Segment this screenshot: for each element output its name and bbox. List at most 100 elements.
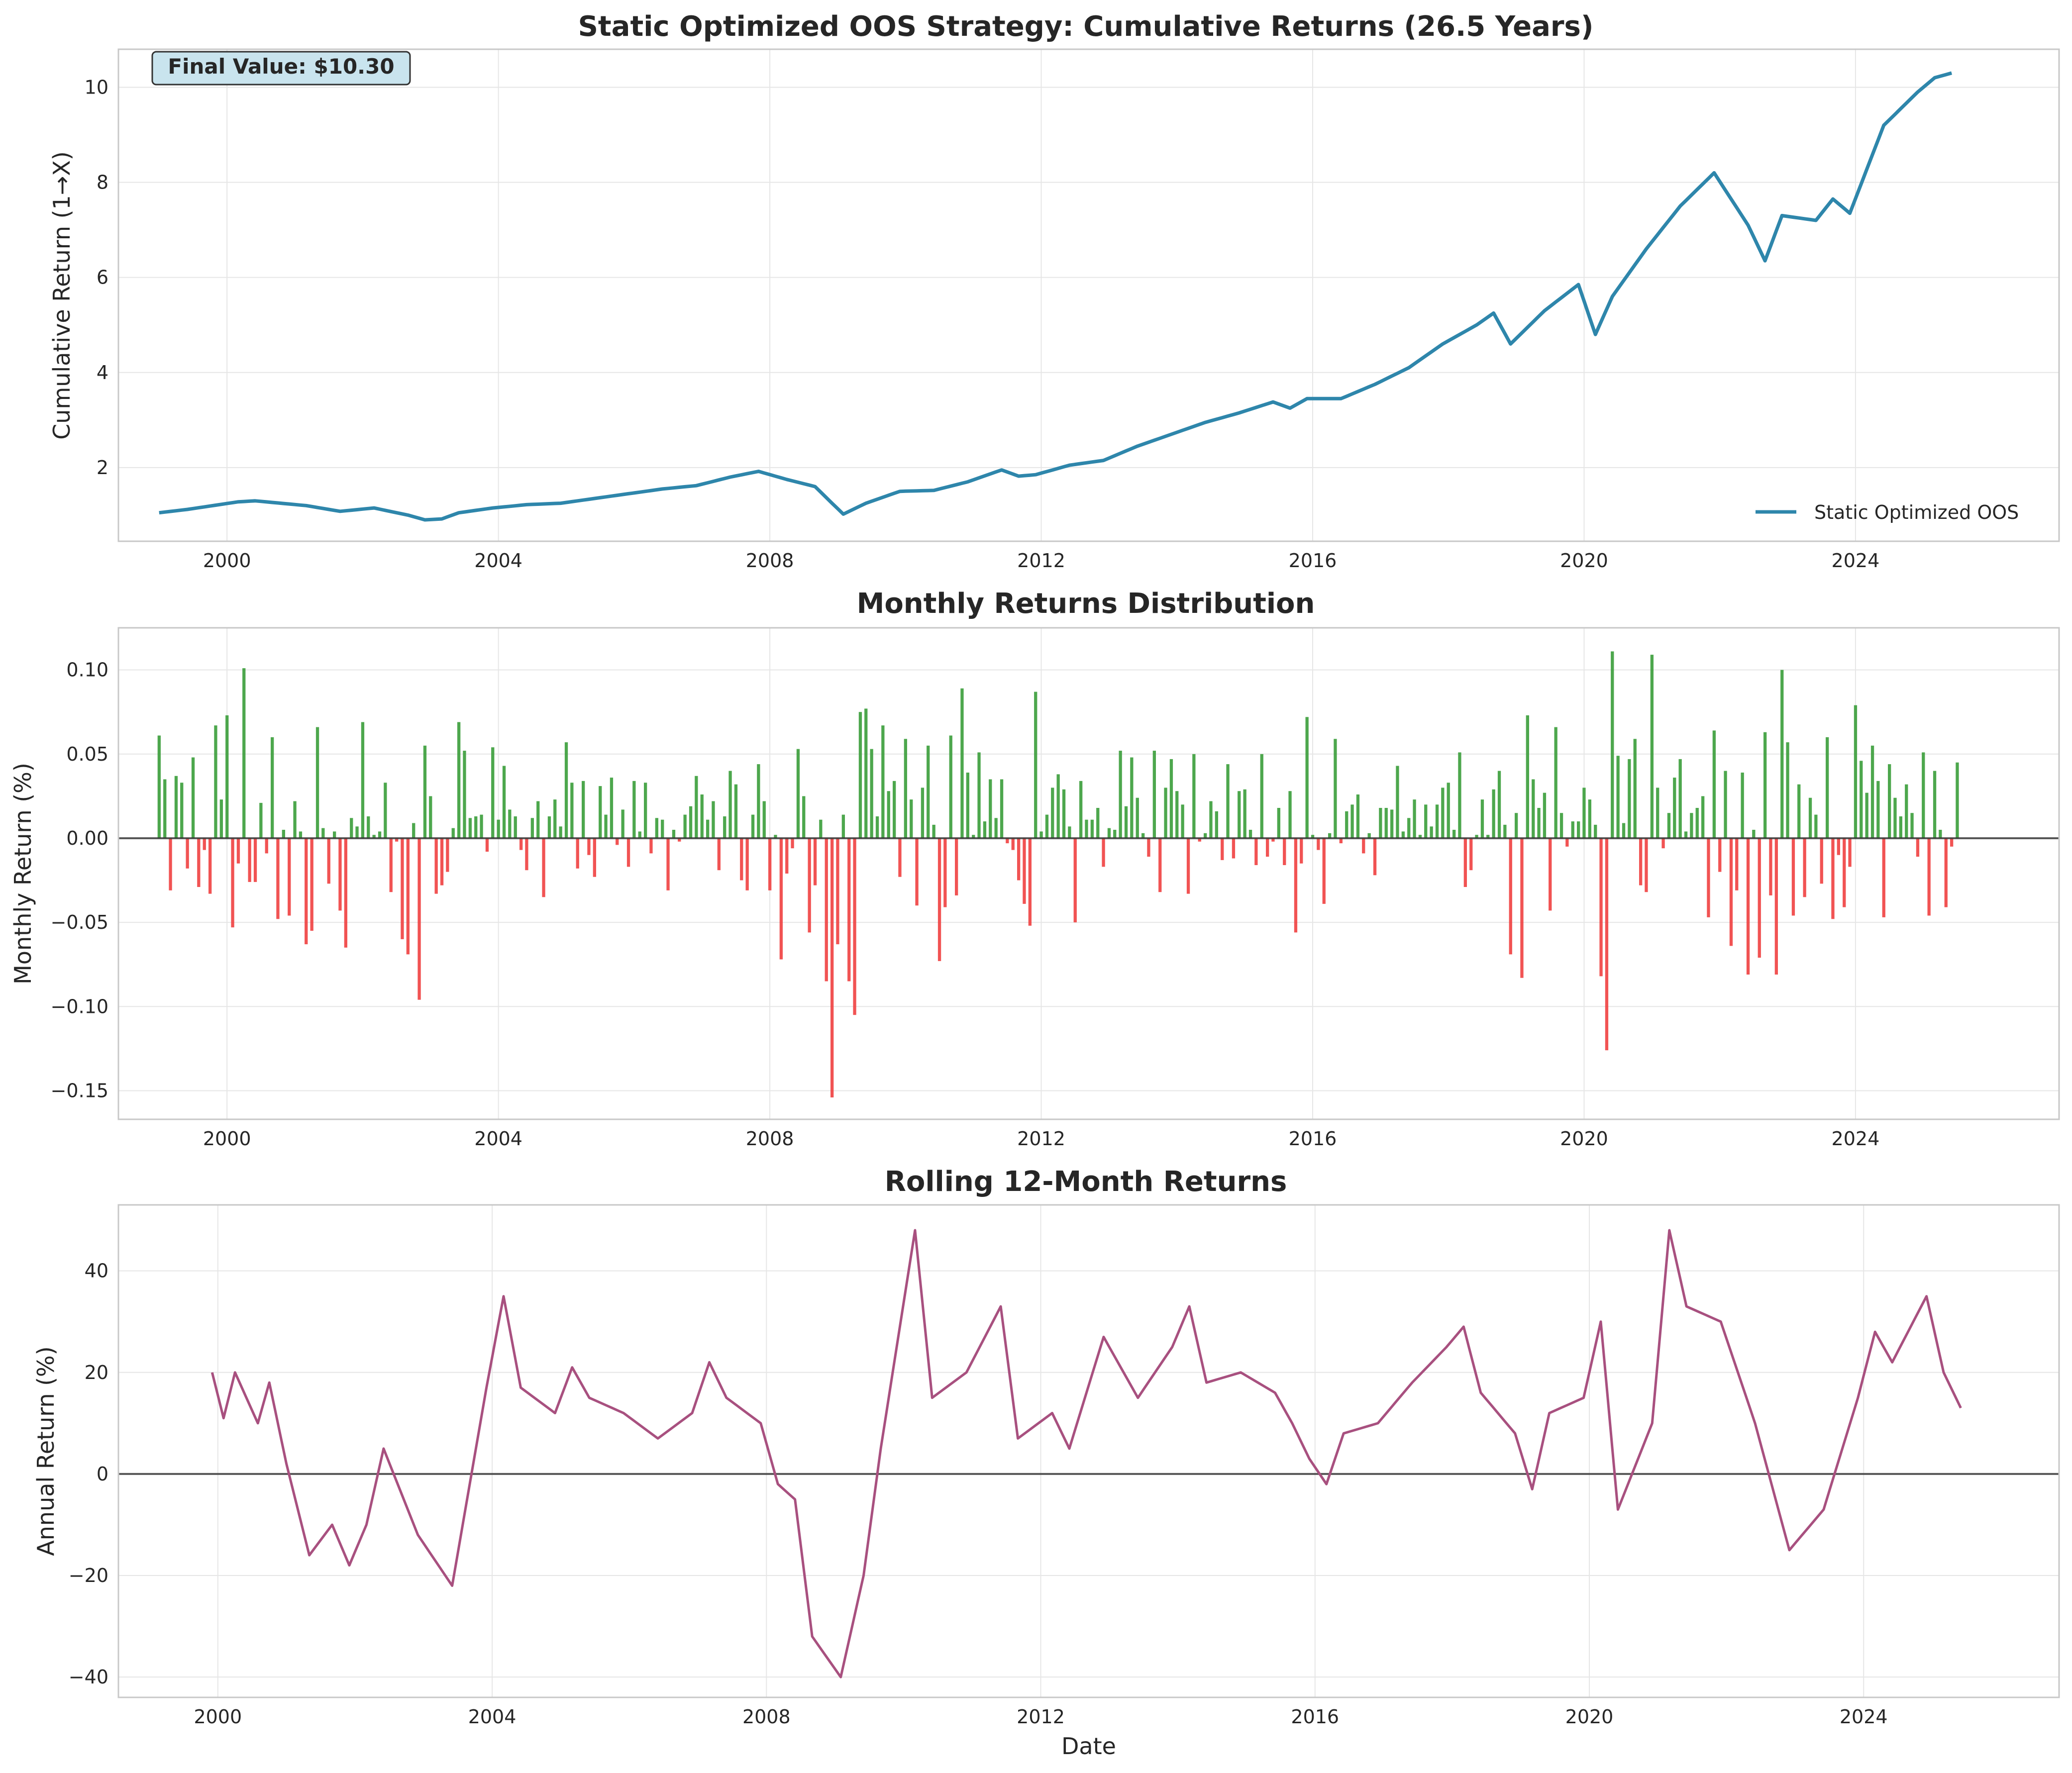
- positive-return-bar: [1169, 759, 1173, 838]
- monthly-returns-title: Monthly Returns Distribution: [857, 588, 1315, 620]
- monthly-plot-frame: [117, 627, 2060, 1120]
- negative-return-bar: [389, 838, 393, 892]
- positive-return-bar: [1854, 705, 1858, 838]
- negative-return-bar: [1729, 838, 1733, 946]
- negative-return-bar: [1735, 838, 1739, 890]
- positive-return-bar: [1571, 821, 1574, 838]
- negative-return-bar: [186, 838, 189, 869]
- negative-return-bar: [1916, 838, 1920, 857]
- negative-return-bar: [1645, 838, 1648, 892]
- positive-return-bar: [887, 791, 890, 838]
- positive-return-bar: [372, 835, 376, 838]
- positive-return-bar: [1441, 788, 1445, 838]
- negative-return-bar: [417, 838, 421, 1000]
- positive-return-bar: [463, 751, 466, 838]
- positive-return-bar: [582, 781, 585, 838]
- x-tick-label: 2008: [746, 1128, 794, 1150]
- rolling-y-axis-label: Annual Return (%): [32, 1346, 59, 1556]
- y-tick-label: 10: [85, 76, 108, 98]
- y-tick-label: 20: [85, 1362, 108, 1383]
- positive-return-bar: [689, 806, 693, 838]
- negative-return-bar: [1549, 838, 1552, 911]
- y-tick-label: 40: [85, 1260, 108, 1282]
- negative-return-bar: [1605, 838, 1609, 1051]
- y-tick-label: 0.10: [66, 659, 108, 681]
- positive-return-bar: [457, 722, 461, 838]
- legend-label-static-optimized-oos: Static Optimized OOS: [1814, 501, 2019, 523]
- positive-return-bar: [315, 727, 319, 838]
- positive-return-bar: [1000, 779, 1004, 838]
- positive-return-bar: [1390, 809, 1394, 838]
- positive-return-bar: [1334, 739, 1337, 838]
- cumulative-returns-panel: Static Optimized OOS Strategy: Cumulativ…: [48, 10, 2060, 572]
- positive-return-bar: [1695, 808, 1699, 838]
- negative-return-bar: [1469, 838, 1473, 871]
- positive-return-bar: [491, 747, 495, 838]
- positive-return-bar: [1367, 833, 1371, 838]
- negative-return-bar: [1769, 838, 1772, 895]
- negative-return-bar: [1509, 838, 1512, 955]
- x-tick-label: 2000: [194, 1706, 242, 1728]
- positive-return-bar: [214, 725, 217, 838]
- negative-return-bar: [1362, 838, 1365, 854]
- negative-return-bar: [1746, 838, 1750, 975]
- x-tick-label: 2008: [746, 550, 794, 572]
- rolling-data: [118, 1229, 2059, 1678]
- x-tick-label: 2000: [203, 1128, 251, 1150]
- y-tick-label: 0.00: [66, 827, 108, 849]
- positive-return-bar: [1311, 835, 1315, 838]
- positive-return-bar: [1056, 774, 1060, 838]
- positive-return-bar: [989, 779, 992, 838]
- positive-return-bar: [1401, 831, 1405, 838]
- positive-return-bar: [1797, 784, 1801, 838]
- negative-return-bar: [1283, 838, 1286, 865]
- positive-return-bar: [553, 799, 557, 838]
- negative-return-bar: [236, 838, 240, 864]
- negative-return-bar: [248, 838, 251, 882]
- negative-return-bar: [1294, 838, 1298, 933]
- positive-return-bar: [977, 752, 981, 838]
- positive-return-bar: [1328, 833, 1332, 838]
- negative-return-bar: [1006, 838, 1009, 844]
- final-value-annotation: Final Value: $10.30: [151, 51, 411, 86]
- positive-return-bar: [384, 783, 387, 838]
- negative-return-bar: [1221, 838, 1224, 860]
- negative-return-bar: [1837, 838, 1840, 855]
- positive-return-bar: [1152, 751, 1156, 838]
- y-tick-label: −20: [69, 1565, 108, 1586]
- positive-return-bar: [1424, 804, 1428, 838]
- positive-return-bar: [1062, 789, 1066, 838]
- negative-return-bar: [836, 838, 839, 945]
- positive-return-bar: [1701, 796, 1705, 838]
- positive-return-bar: [1910, 813, 1914, 838]
- positive-return-bar: [700, 794, 704, 838]
- negative-return-bar: [745, 838, 749, 890]
- monthly-data: [118, 651, 2059, 1097]
- positive-return-bar: [1870, 745, 1874, 838]
- x-tick-label: 2012: [1017, 1128, 1065, 1150]
- positive-return-bar: [1656, 788, 1659, 838]
- negative-return-bar: [276, 838, 280, 919]
- positive-return-bar: [762, 801, 766, 838]
- negative-return-bar: [1266, 838, 1269, 857]
- positive-return-bar: [378, 831, 382, 838]
- cumulative-y-axis-label: Cumulative Return (1→X): [48, 151, 75, 440]
- positive-return-bar: [1090, 819, 1094, 838]
- negative-return-bar: [813, 838, 817, 886]
- rolling-x-axis-label: Date: [1061, 1733, 1116, 1760]
- positive-return-bar: [1486, 835, 1490, 838]
- positive-return-bar: [1826, 737, 1829, 838]
- negative-return-bar: [406, 838, 410, 955]
- negative-return-bar: [1565, 838, 1569, 847]
- positive-return-bar: [1384, 808, 1388, 838]
- positive-return-bar: [858, 712, 862, 838]
- positive-return-bar: [502, 766, 506, 838]
- negative-return-bar: [208, 838, 212, 894]
- positive-return-bar: [1175, 791, 1179, 838]
- positive-return-bar: [1741, 773, 1744, 838]
- positive-return-bar: [1684, 831, 1688, 838]
- negative-return-bar: [1520, 838, 1524, 978]
- negative-return-bar: [1661, 838, 1665, 849]
- negative-return-bar: [1317, 838, 1320, 850]
- negative-return-bar: [519, 838, 523, 850]
